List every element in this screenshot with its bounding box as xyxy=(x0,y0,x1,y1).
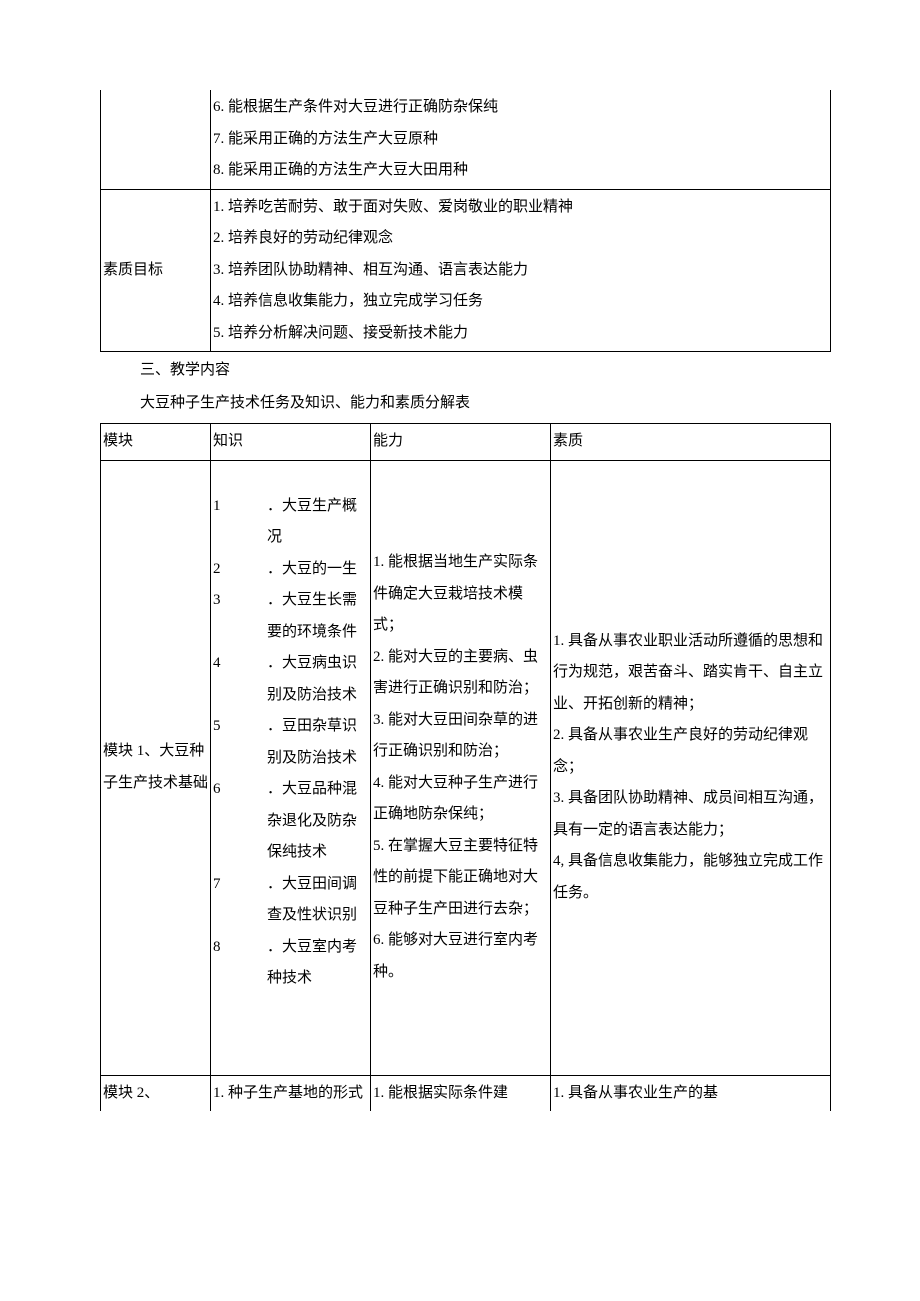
row-label xyxy=(101,90,211,189)
knowledge-cell: 1．大豆生产概况 2．大豆的一生 3．大豆生长需要的环境条件 4．大豆病虫识别及… xyxy=(211,460,371,1075)
list-item: 3. 具备团队协助精神、成员间相互沟通，具有一定的语言表达能力； xyxy=(553,783,828,846)
knowledge-cell: 1. 种子生产基地的形式 xyxy=(211,1075,371,1111)
table-row: 模块 2、 1. 种子生产基地的形式 1. 能根据实际条件建 1. 具备从事农业… xyxy=(101,1075,831,1111)
list-item: 2. 能对大豆的主要病、虫害进行正确识别和防治； xyxy=(373,642,548,705)
list-item: 5．豆田杂草识别及防治技术 xyxy=(213,711,368,774)
list-item: 2. 具备从事农业生产良好的劳动纪律观念； xyxy=(553,720,828,783)
col-header-knowledge: 知识 xyxy=(211,424,371,461)
list-item: 8. 能采用正确的方法生产大豆大田用种 xyxy=(213,155,828,187)
list-item: 5. 在掌握大豆主要特征特性的前提下能正确地对大豆种子生产田进行去杂； xyxy=(373,831,548,926)
list-item: 4. 培养信息收集能力，独立完成学习任务 xyxy=(213,286,828,318)
list-item: 3．大豆生长需要的环境条件 xyxy=(213,585,368,648)
module-cell: 模块 2、 xyxy=(101,1075,211,1111)
objectives-table: 6. 能根据生产条件对大豆进行正确防杂保纯 7. 能采用正确的方法生产大豆原种 … xyxy=(100,90,831,352)
list-item: 6. 能够对大豆进行室内考种。 xyxy=(373,925,548,988)
section-heading: 三、教学内容 xyxy=(140,356,830,385)
list-item: 2. 培养良好的劳动纪律观念 xyxy=(213,223,828,255)
list-item: 4. 能对大豆种子生产进行正确地防杂保纯； xyxy=(373,768,548,831)
ability-cell: 1. 能根据实际条件建 xyxy=(371,1075,551,1111)
list-item: 4, 具备信息收集能力，能够独立完成工作任务。 xyxy=(553,846,828,909)
table-row: 素质目标 1. 培养吃苦耐劳、敢于面对失败、爱岗敬业的职业精神 2. 培养良好的… xyxy=(101,189,831,352)
row-content: 1. 培养吃苦耐劳、敢于面对失败、爱岗敬业的职业精神 2. 培养良好的劳动纪律观… xyxy=(211,189,831,352)
quality-cell: 1. 具备从事农业职业活动所遵循的思想和行为规范，艰苦奋斗、踏实肯干、自主立业、… xyxy=(551,460,831,1075)
list-item: 1. 能根据当地生产实际条件确定大豆栽培技术模式； xyxy=(373,547,548,642)
row-content: 6. 能根据生产条件对大豆进行正确防杂保纯 7. 能采用正确的方法生产大豆原种 … xyxy=(211,90,831,189)
col-header-module: 模块 xyxy=(101,424,211,461)
table-row: 模块 1、大豆种子生产技术基础 1．大豆生产概况 2．大豆的一生 3．大豆生长需… xyxy=(101,460,831,1075)
col-header-quality: 素质 xyxy=(551,424,831,461)
row-label: 素质目标 xyxy=(101,189,211,352)
list-item: 3. 能对大豆田间杂草的进行正确识别和防治； xyxy=(373,705,548,768)
list-item: 7. 能采用正确的方法生产大豆原种 xyxy=(213,124,828,156)
list-item: 7．大豆田间调查及性状识别 xyxy=(213,869,368,932)
list-item: 1. 具备从事农业职业活动所遵循的思想和行为规范，艰苦奋斗、踏实肯干、自主立业、… xyxy=(553,626,828,721)
list-item: 3. 培养团队协助精神、相互沟通、语言表达能力 xyxy=(213,255,828,287)
breakdown-table: 模块 知识 能力 素质 模块 1、大豆种子生产技术基础 1．大豆生产概况 2．大… xyxy=(100,423,831,1111)
list-item: 1．大豆生产概况 xyxy=(213,491,368,554)
quality-cell: 1. 具备从事农业生产的基 xyxy=(551,1075,831,1111)
list-item: 2．大豆的一生 xyxy=(213,554,368,586)
header-row: 模块 知识 能力 素质 xyxy=(101,424,831,461)
list-item: 6. 能根据生产条件对大豆进行正确防杂保纯 xyxy=(213,92,828,124)
table-row: 6. 能根据生产条件对大豆进行正确防杂保纯 7. 能采用正确的方法生产大豆原种 … xyxy=(101,90,831,189)
list-item: 5. 培养分析解决问题、接受新技术能力 xyxy=(213,318,828,350)
ability-cell: 1. 能根据当地生产实际条件确定大豆栽培技术模式； 2. 能对大豆的主要病、虫害… xyxy=(371,460,551,1075)
list-item: 6．大豆品种混杂退化及防杂保纯技术 xyxy=(213,774,368,869)
list-item: 1. 培养吃苦耐劳、敢于面对失败、爱岗敬业的职业精神 xyxy=(213,192,828,224)
section-subtitle: 大豆种子生产技术任务及知识、能力和素质分解表 xyxy=(140,389,830,418)
module-cell: 模块 1、大豆种子生产技术基础 xyxy=(101,460,211,1075)
list-item: 4．大豆病虫识别及防治技术 xyxy=(213,648,368,711)
col-header-ability: 能力 xyxy=(371,424,551,461)
list-item: 8．大豆室内考种技术 xyxy=(213,932,368,995)
